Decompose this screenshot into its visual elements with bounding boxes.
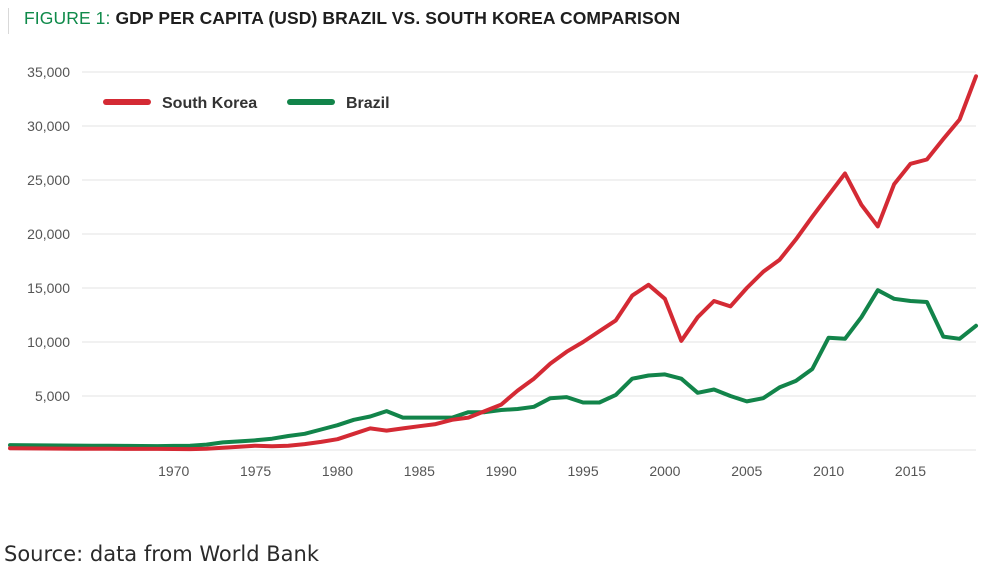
y-tick-label: 25,000 — [27, 172, 70, 188]
gdp-line-chart: 5,000 10,000 15,000 20,000 25,000 30,000 35,00… — [8, 64, 978, 479]
x-tick-label: 1990 — [486, 463, 517, 479]
x-tick-label: 1985 — [404, 463, 435, 479]
figure-title: FIGURE 1: GDP PER CAPITA (USD) BRAZIL VS… — [24, 8, 680, 29]
y-tick-label: 5,000 — [35, 388, 70, 404]
series-lines — [8, 74, 978, 452]
source-note: Source: data from World Bank — [4, 542, 319, 566]
x-tick-label: 1995 — [567, 463, 598, 479]
y-axis-ticks: 5,000 10,000 15,000 20,000 25,000 30,000 35,00… — [27, 64, 70, 404]
x-tick-label: 2005 — [731, 463, 762, 479]
figure-label: FIGURE 1: — [24, 8, 111, 28]
y-tick-label: 20,000 — [27, 226, 70, 242]
x-tick-label: 2015 — [895, 463, 926, 479]
x-tick-label: 2010 — [813, 463, 844, 479]
legend-label-south-korea: South Korea — [162, 95, 257, 112]
y-tick-label: 35,000 — [27, 64, 70, 80]
figure-title-text: GDP PER CAPITA (USD) BRAZIL VS. SOUTH KO… — [115, 8, 681, 28]
y-tick-label: 15,000 — [27, 280, 70, 296]
y-tick-label: 10,000 — [27, 334, 70, 350]
south-korea-line — [8, 74, 978, 452]
x-tick-label: 1970 — [158, 463, 189, 479]
x-tick-label: 1975 — [240, 463, 271, 479]
x-axis-ticks: 1970 1975 1980 1985 1990 1995 2000 2005 2010 2015 — [158, 463, 926, 479]
chart-legend: South Korea Brazil — [103, 95, 390, 112]
y-tick-label: 30,000 — [27, 118, 70, 134]
brazil-line — [8, 288, 978, 449]
x-tick-label: 2000 — [649, 463, 680, 479]
legend-label-brazil: Brazil — [346, 95, 390, 112]
title-rule — [8, 8, 9, 34]
x-tick-label: 1980 — [322, 463, 353, 479]
grid-lines — [10, 71, 976, 451]
